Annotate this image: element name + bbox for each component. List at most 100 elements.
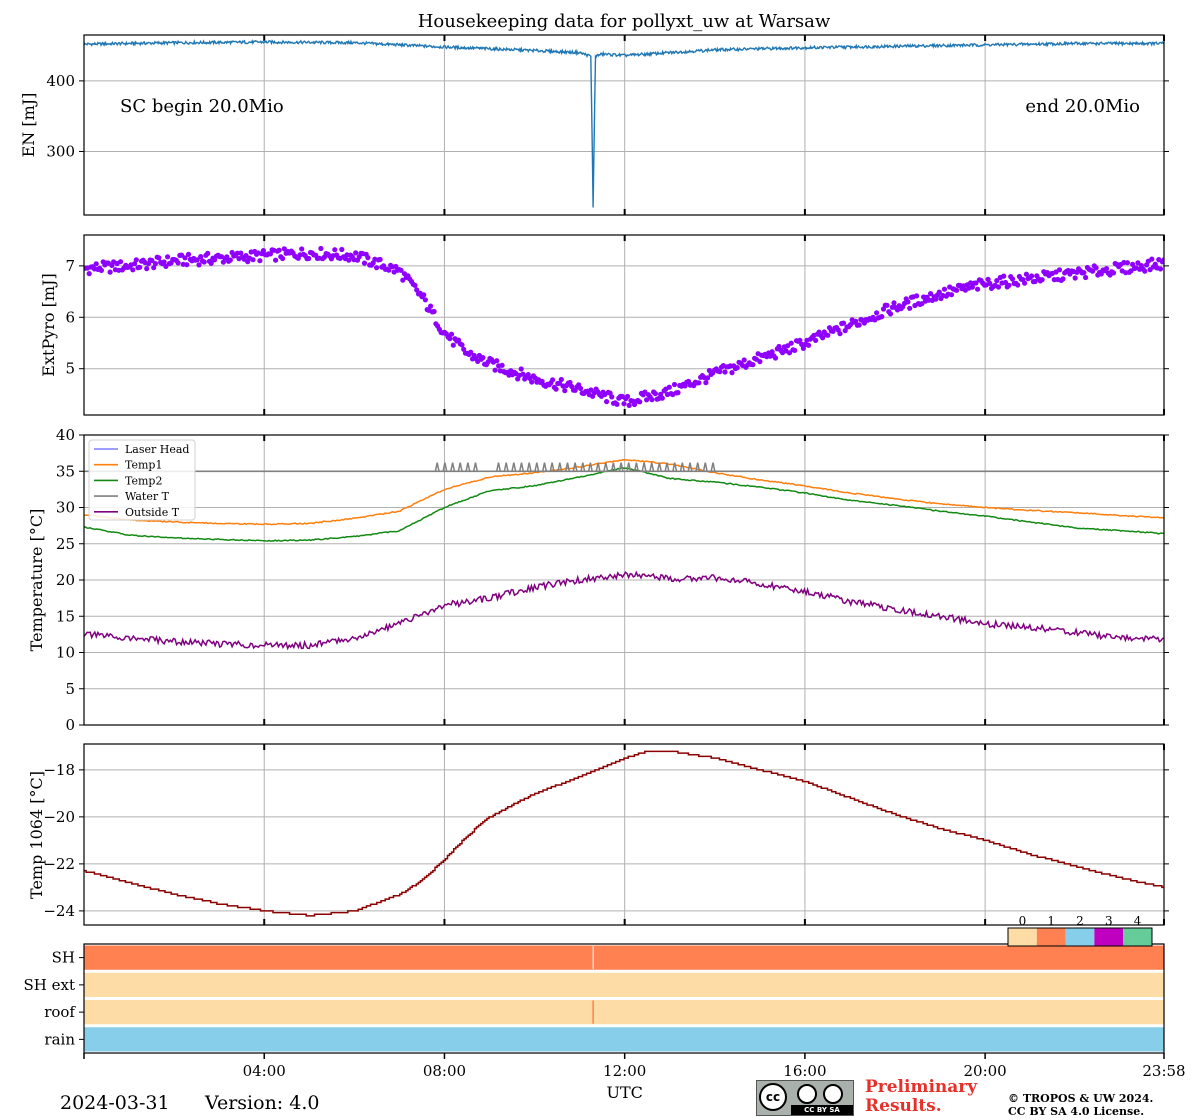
pyro-point bbox=[332, 247, 338, 253]
pyro-point bbox=[666, 384, 672, 390]
temperature-lines bbox=[84, 458, 1164, 651]
pyro-point bbox=[374, 265, 380, 271]
pyro-point bbox=[928, 291, 934, 297]
pyro-point bbox=[318, 245, 324, 252]
pyro-point bbox=[156, 255, 162, 261]
pyro-point bbox=[1090, 268, 1096, 274]
x-tick-label: 23:58 bbox=[1142, 1062, 1185, 1080]
pyro-point bbox=[431, 308, 437, 315]
pyro-point bbox=[198, 254, 204, 260]
flag-row-roof bbox=[84, 1000, 1164, 1025]
pyro-point bbox=[1072, 275, 1078, 281]
pyro-point bbox=[1098, 271, 1104, 277]
pyro-point bbox=[769, 349, 775, 355]
pyro-point bbox=[671, 381, 678, 388]
pyro-point bbox=[907, 305, 913, 311]
pyro-point bbox=[257, 258, 263, 264]
pyro-point bbox=[553, 386, 559, 392]
pyro-point bbox=[161, 259, 167, 265]
pyro-point bbox=[941, 286, 948, 292]
colorbar-cell bbox=[1094, 928, 1124, 946]
pyro-point bbox=[550, 377, 556, 383]
pyro-point bbox=[400, 277, 406, 283]
pyro-point bbox=[856, 322, 862, 328]
pyro-point bbox=[448, 331, 455, 337]
legend-label: Water T bbox=[125, 490, 170, 503]
panel-frame bbox=[83, 234, 1165, 416]
pyro-point bbox=[659, 395, 665, 401]
legend-box bbox=[88, 439, 196, 521]
flag-row-label: SH ext bbox=[24, 976, 76, 994]
pyro-point bbox=[905, 299, 911, 305]
pyro-point bbox=[936, 289, 942, 295]
series-temp2 bbox=[84, 467, 1164, 542]
pyro-point bbox=[273, 257, 279, 263]
panel-frame bbox=[83, 34, 1165, 216]
pyro-point bbox=[346, 257, 352, 263]
pyro-point bbox=[412, 282, 418, 288]
pyro-point bbox=[1032, 278, 1038, 285]
pyro-point bbox=[281, 246, 287, 252]
pyro-point bbox=[954, 287, 960, 293]
legend-label: Temp2 bbox=[125, 474, 162, 487]
pyro-point bbox=[948, 292, 955, 298]
y-tick-label: 40 bbox=[56, 426, 75, 444]
annotation-begin: SC begin 20.0Mio bbox=[120, 96, 284, 117]
pyro-point bbox=[874, 310, 880, 316]
t1064-series-line bbox=[84, 750, 1164, 917]
flag-row-rain bbox=[84, 1027, 1164, 1052]
pyro-point bbox=[797, 337, 803, 343]
colorbar-cell bbox=[1065, 928, 1095, 946]
pyro-point bbox=[1110, 270, 1117, 276]
cc-logo-icon: cc bbox=[759, 1083, 787, 1111]
pyro-point bbox=[118, 259, 124, 265]
pyro-point bbox=[137, 264, 143, 270]
x-tick-label: 16:00 bbox=[783, 1062, 826, 1080]
y-tick-label: 5 bbox=[65, 680, 75, 698]
date-label: 2024-03-31 bbox=[60, 1092, 170, 1114]
colorbar-cell bbox=[1008, 928, 1037, 946]
pyro-point bbox=[499, 362, 505, 368]
pyro-point bbox=[149, 257, 155, 264]
pyro-point bbox=[604, 399, 610, 405]
cc-license-badge: cc CC BY SA bbox=[756, 1080, 854, 1116]
pyro-point bbox=[1039, 277, 1045, 283]
pyro-point bbox=[788, 340, 794, 346]
y-tick-label: 5 bbox=[65, 360, 75, 378]
y-tick-label: −20 bbox=[43, 808, 75, 826]
pyro-point bbox=[1149, 256, 1155, 262]
pyro-point bbox=[480, 355, 486, 361]
colorbar-label: 3 bbox=[1105, 914, 1113, 928]
flag-row-label: roof bbox=[44, 1003, 76, 1021]
pyro-point bbox=[741, 357, 747, 363]
pyro-point bbox=[529, 379, 535, 385]
pyro-point bbox=[165, 254, 171, 260]
pyro-point bbox=[178, 252, 185, 258]
y-axis-label: EN [mJ] bbox=[19, 93, 38, 158]
pyro-point bbox=[1124, 260, 1130, 266]
pyro-point bbox=[813, 337, 819, 343]
pyro-point bbox=[163, 263, 169, 269]
pyro-point bbox=[339, 246, 345, 253]
pyro-point bbox=[652, 391, 659, 397]
pyro-point bbox=[182, 255, 188, 261]
pyro-point bbox=[1161, 257, 1164, 263]
pyro-point bbox=[398, 267, 404, 273]
pyro-point bbox=[887, 311, 894, 317]
pyro-point bbox=[792, 347, 798, 353]
pyro-point bbox=[786, 350, 793, 356]
series-temp1 bbox=[84, 458, 1164, 526]
pyro-point bbox=[717, 369, 723, 375]
panel-frame bbox=[83, 434, 1165, 726]
pyro-point bbox=[1135, 260, 1141, 266]
pyro-point bbox=[1130, 261, 1136, 267]
pyro-point bbox=[1083, 274, 1089, 281]
flag-row-sh bbox=[84, 945, 1164, 970]
pyro-point bbox=[624, 393, 631, 400]
pyro-point bbox=[306, 255, 312, 262]
pyro-point bbox=[107, 269, 113, 275]
pyro-point bbox=[260, 248, 266, 254]
pyro-point bbox=[1060, 276, 1066, 282]
copyright-line-2: CC BY SA 4.0 License. bbox=[1008, 1105, 1145, 1118]
pyro-point bbox=[609, 394, 615, 400]
